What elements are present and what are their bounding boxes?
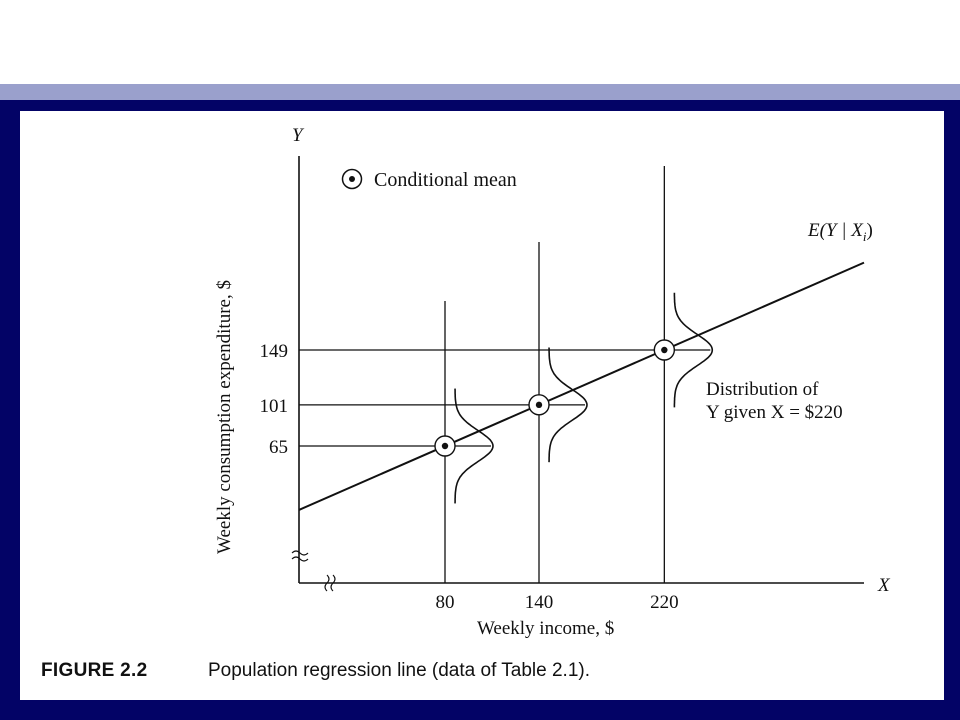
legend-label: Conditional mean bbox=[374, 169, 517, 191]
figure-caption-text: Population regression line (data of Tabl… bbox=[208, 660, 591, 681]
regression-label: E(Y | Xi) bbox=[807, 220, 873, 244]
figure-caption-label: FIGURE 2.2 bbox=[41, 660, 148, 681]
distribution-curve bbox=[673, 292, 714, 408]
y-tick-label: 101 bbox=[260, 396, 289, 417]
accent-bar bbox=[0, 84, 960, 100]
regression-figure: Y X 80 140 220 65 101 149 Conditional mean E… bbox=[214, 125, 891, 639]
conditional-mean-dot bbox=[535, 401, 543, 409]
legend-marker-dot bbox=[349, 176, 355, 182]
regression-line bbox=[298, 261, 865, 511]
y-axis-break-icon bbox=[291, 550, 309, 562]
conditional-mean-dot bbox=[441, 442, 449, 450]
annotation-line-1: Distribution of bbox=[706, 379, 819, 400]
title-area bbox=[0, 0, 960, 84]
figure-panel: Y X 80 140 220 65 101 149 Conditional mean E… bbox=[20, 111, 944, 700]
x-axis-letter: X bbox=[877, 575, 891, 596]
legend: Conditional mean bbox=[341, 168, 517, 191]
x-axis-break-icon bbox=[324, 574, 336, 592]
x-tick-label: 80 bbox=[436, 592, 455, 613]
y-axis-letter: Y bbox=[292, 125, 305, 146]
x-axis-title: Weekly income, $ bbox=[477, 618, 614, 639]
distribution-curve bbox=[454, 388, 494, 504]
y-axis-title: Weekly consumption expenditure, $ bbox=[214, 280, 235, 554]
y-tick-label: 65 bbox=[269, 437, 288, 458]
x-tick-label: 140 bbox=[525, 592, 554, 613]
distribution-curve bbox=[548, 347, 588, 463]
conditional-mean-dot bbox=[661, 346, 668, 354]
x-tick-label: 220 bbox=[650, 592, 679, 613]
y-tick-label: 149 bbox=[260, 341, 289, 362]
annotation-line-2: Y given X = $220 bbox=[706, 402, 843, 423]
